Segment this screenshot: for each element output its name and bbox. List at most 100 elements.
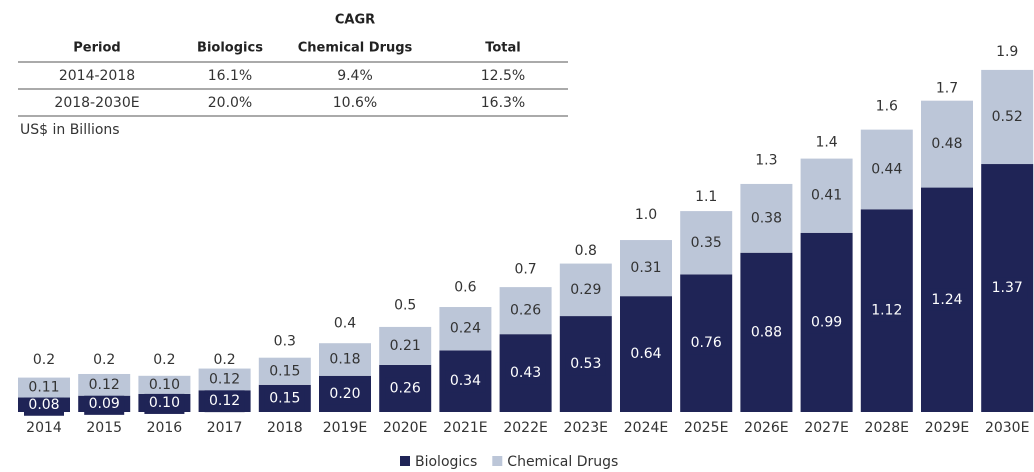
bar-segment	[78, 373, 131, 396]
bar-segment	[319, 343, 371, 376]
value-label: 0.10	[149, 395, 180, 411]
value-label-box	[144, 391, 185, 414]
total-label: 0.3	[274, 334, 296, 350]
table-header: Period	[73, 41, 120, 56]
bar-segment	[439, 307, 492, 351]
total-label: 1.6	[876, 98, 898, 114]
value-label-box	[806, 311, 847, 334]
x-tick-label: 2024E	[624, 420, 668, 436]
bar-segment	[800, 158, 853, 233]
bar-segment	[981, 69, 1034, 165]
value-label-box	[746, 321, 787, 344]
value-label-box	[264, 387, 305, 410]
value-label: 0.48	[931, 136, 962, 152]
value-label-box	[505, 362, 546, 385]
total-label: 0.7	[514, 261, 536, 277]
table-cell: 2018-2030E	[54, 95, 139, 111]
x-tick-label: 2030E	[985, 420, 1029, 436]
value-label-box	[24, 393, 64, 416]
bar-segment	[198, 368, 251, 391]
value-label: 0.41	[811, 188, 842, 204]
total-label: 0.5	[394, 298, 416, 314]
value-label: 0.88	[751, 324, 782, 340]
total-label: 1.3	[755, 153, 777, 169]
total-label: 1.9	[996, 44, 1018, 60]
total-label: 1.4	[815, 135, 837, 151]
value-label-box	[204, 390, 245, 413]
table-cell: 10.6%	[333, 95, 377, 111]
value-label: 0.64	[630, 346, 661, 362]
value-label: 0.15	[269, 390, 300, 406]
x-tick-label: 2019E	[323, 420, 367, 436]
unit-label: US$ in Billions	[20, 122, 120, 138]
total-label: 0.2	[153, 352, 175, 368]
x-tick-label: 2020E	[383, 420, 427, 436]
bar-segment	[620, 240, 672, 297]
value-label: 0.18	[329, 352, 360, 368]
bar-segment	[138, 375, 191, 394]
value-label: 0.99	[811, 314, 842, 330]
value-label: 0.34	[450, 373, 481, 389]
table-cell: 16.1%	[208, 68, 252, 84]
total-label: 0.2	[213, 352, 235, 368]
value-label-box	[866, 299, 907, 322]
x-tick-label: 2029E	[925, 420, 969, 436]
legend-label: Chemical Drugs	[507, 454, 618, 470]
value-label: 0.12	[89, 377, 120, 393]
value-label-box	[565, 353, 606, 376]
value-label: 1.37	[992, 280, 1023, 296]
value-label-box	[445, 370, 486, 393]
value-label: 0.44	[871, 161, 902, 177]
value-label: 0.12	[209, 371, 240, 387]
value-label: 0.21	[390, 338, 421, 354]
value-label: 0.43	[510, 365, 541, 381]
x-tick-label: 2026E	[744, 420, 788, 436]
total-label: 0.8	[575, 243, 597, 259]
table-cell: 20.0%	[208, 95, 252, 111]
bar-segment	[379, 326, 432, 365]
table-header: Biologics	[197, 41, 263, 56]
value-label: 1.24	[931, 292, 962, 308]
x-tick-label: 2022E	[503, 420, 547, 436]
value-label-box	[987, 277, 1028, 300]
bar-segment	[921, 100, 973, 188]
bar-segment	[18, 377, 70, 398]
bar-segment	[860, 129, 913, 210]
bar-segment	[559, 263, 612, 317]
value-label-box	[626, 343, 666, 366]
bar-segment	[258, 357, 311, 385]
x-tick-label: 2018	[267, 420, 303, 436]
value-label-box	[686, 332, 727, 355]
total-label: 0.2	[93, 352, 115, 368]
total-label: 0.2	[33, 352, 55, 368]
table-header: Total	[485, 41, 521, 56]
table-header: Chemical Drugs	[298, 41, 413, 56]
x-tick-label: 2027E	[804, 420, 848, 436]
value-label: 0.52	[992, 109, 1023, 125]
value-label: 0.08	[28, 397, 59, 413]
value-label-box	[927, 288, 967, 311]
value-label: 0.10	[149, 377, 180, 393]
value-label: 0.53	[570, 356, 601, 372]
x-tick-label: 2016	[147, 420, 183, 436]
value-label: 0.20	[329, 386, 360, 402]
table-cell: 16.3%	[481, 95, 525, 111]
bar-segment	[680, 211, 733, 275]
value-label: 0.24	[450, 321, 481, 337]
value-label: 0.11	[28, 380, 59, 396]
x-tick-label: 2021E	[443, 420, 487, 436]
total-label: 0.4	[334, 316, 356, 332]
value-label: 0.31	[630, 260, 661, 276]
table-group-header: CAGR	[335, 13, 375, 28]
value-label: 1.12	[871, 303, 902, 319]
total-label: 1.7	[936, 80, 958, 96]
value-label: 0.38	[751, 210, 782, 226]
value-label: 0.26	[390, 380, 421, 396]
legend-swatch	[400, 456, 410, 466]
x-tick-label: 2028E	[865, 420, 909, 436]
table-cell: 9.4%	[337, 68, 373, 84]
bar-segment	[740, 183, 793, 253]
value-label: 0.09	[89, 396, 120, 412]
value-label: 0.35	[691, 235, 722, 251]
